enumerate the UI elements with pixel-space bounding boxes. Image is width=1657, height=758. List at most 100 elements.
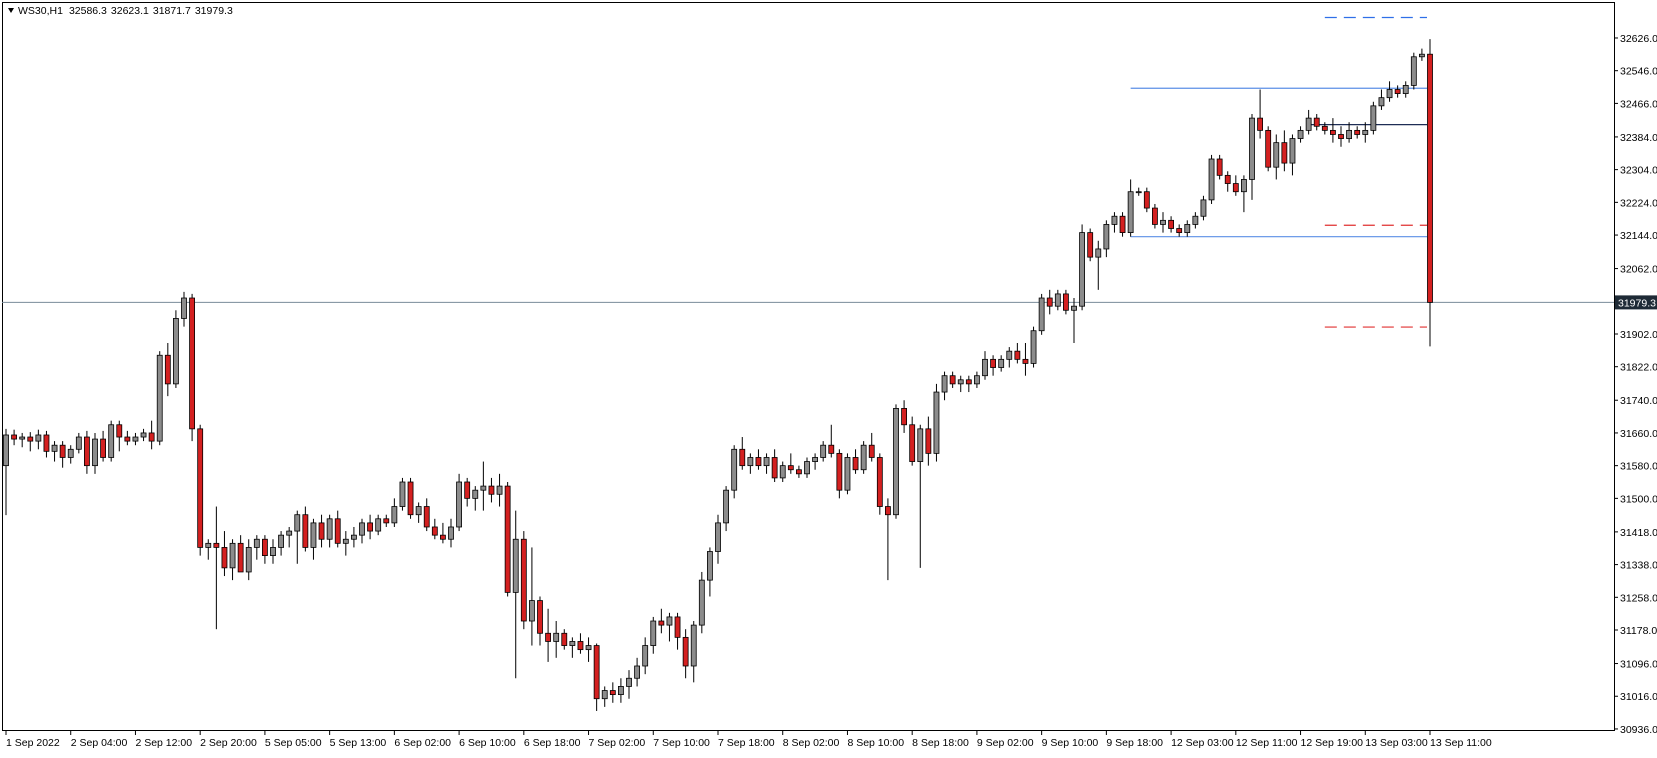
y-tick-label: 31096.0 bbox=[1620, 659, 1657, 671]
body bbox=[75, 436, 82, 450]
y-tick-label: 31660.0 bbox=[1620, 428, 1657, 440]
body bbox=[787, 465, 794, 471]
body bbox=[974, 375, 980, 385]
body bbox=[43, 434, 50, 452]
body bbox=[51, 444, 58, 452]
y-tick-label: 31178.0 bbox=[1620, 625, 1657, 637]
body bbox=[342, 538, 349, 544]
y-tick-label: 32466.0 bbox=[1620, 98, 1657, 110]
body bbox=[836, 452, 843, 491]
body bbox=[618, 686, 624, 696]
body bbox=[456, 481, 462, 528]
y-tick-label: 32224.0 bbox=[1620, 197, 1657, 209]
body bbox=[221, 547, 228, 569]
body bbox=[310, 522, 317, 548]
body bbox=[1022, 358, 1029, 364]
body bbox=[957, 379, 964, 385]
body bbox=[1427, 53, 1433, 303]
body bbox=[359, 522, 365, 536]
body bbox=[1079, 232, 1085, 307]
y-tick-label: 32304.0 bbox=[1620, 165, 1657, 177]
body bbox=[658, 620, 665, 626]
body bbox=[812, 457, 818, 462]
body bbox=[383, 518, 390, 524]
body bbox=[1160, 219, 1166, 225]
body bbox=[1038, 297, 1045, 332]
body bbox=[302, 514, 309, 548]
body bbox=[472, 489, 479, 499]
body bbox=[1006, 350, 1013, 360]
body bbox=[1281, 142, 1288, 164]
body bbox=[949, 375, 956, 385]
body bbox=[1273, 142, 1280, 168]
body bbox=[796, 469, 802, 475]
body bbox=[585, 645, 592, 651]
body bbox=[1224, 174, 1231, 184]
body bbox=[270, 547, 276, 556]
y-tick-label: 30936.0 bbox=[1620, 724, 1657, 736]
body bbox=[1135, 191, 1142, 194]
y-tick-label: 31338.0 bbox=[1620, 560, 1657, 572]
body bbox=[1257, 117, 1263, 131]
x-tick-label: 13 Sep 03:00 bbox=[1365, 737, 1428, 749]
body bbox=[391, 506, 398, 524]
body bbox=[431, 526, 438, 536]
body bbox=[1370, 105, 1377, 131]
x-tick-label: 5 Sep 13:00 bbox=[330, 737, 387, 749]
body bbox=[917, 428, 924, 462]
body bbox=[642, 645, 649, 667]
body bbox=[1216, 158, 1223, 176]
body bbox=[278, 534, 284, 548]
body bbox=[1321, 125, 1328, 131]
body bbox=[1119, 215, 1126, 233]
symbol: WS30,H1 bbox=[18, 5, 63, 17]
body bbox=[1297, 129, 1304, 139]
body bbox=[804, 461, 810, 475]
body bbox=[1232, 183, 1239, 193]
body bbox=[601, 690, 608, 700]
body bbox=[1394, 89, 1401, 94]
body bbox=[828, 444, 835, 454]
body bbox=[537, 600, 543, 634]
body bbox=[1402, 85, 1409, 94]
body bbox=[844, 457, 851, 491]
body bbox=[909, 424, 916, 462]
body bbox=[1046, 297, 1053, 307]
body bbox=[1111, 215, 1118, 225]
y-tick-label: 32144.0 bbox=[1620, 230, 1657, 242]
x-tick-label: 2 Sep 20:00 bbox=[200, 737, 257, 749]
body bbox=[351, 534, 357, 540]
y-tick-label: 31016.0 bbox=[1620, 691, 1657, 703]
body bbox=[1241, 179, 1247, 193]
body bbox=[1103, 224, 1110, 250]
body bbox=[205, 542, 212, 548]
y-tick-label: 31740.0 bbox=[1620, 395, 1657, 407]
body bbox=[140, 432, 147, 438]
body bbox=[1176, 228, 1183, 233]
body bbox=[626, 677, 632, 687]
y-tick-label: 32384.0 bbox=[1620, 132, 1657, 144]
x-tick-label: 12 Sep 03:00 bbox=[1171, 737, 1234, 749]
x-tick-label: 9 Sep 10:00 bbox=[1042, 737, 1099, 749]
body bbox=[820, 444, 827, 458]
body bbox=[982, 358, 988, 377]
body bbox=[496, 485, 503, 495]
body bbox=[1095, 248, 1102, 258]
body bbox=[1330, 129, 1336, 135]
body bbox=[464, 481, 471, 499]
body bbox=[3, 434, 9, 467]
body bbox=[245, 547, 252, 573]
body bbox=[286, 530, 293, 536]
body bbox=[1143, 191, 1150, 209]
body bbox=[100, 438, 106, 458]
body bbox=[860, 444, 867, 471]
body bbox=[1168, 219, 1174, 229]
y-tick-label: 31580.0 bbox=[1620, 461, 1657, 473]
body bbox=[189, 297, 195, 430]
body bbox=[1184, 224, 1191, 233]
price-label-box bbox=[1615, 295, 1657, 310]
body bbox=[27, 436, 34, 442]
body bbox=[650, 620, 657, 646]
body bbox=[253, 538, 260, 548]
body bbox=[124, 436, 131, 442]
